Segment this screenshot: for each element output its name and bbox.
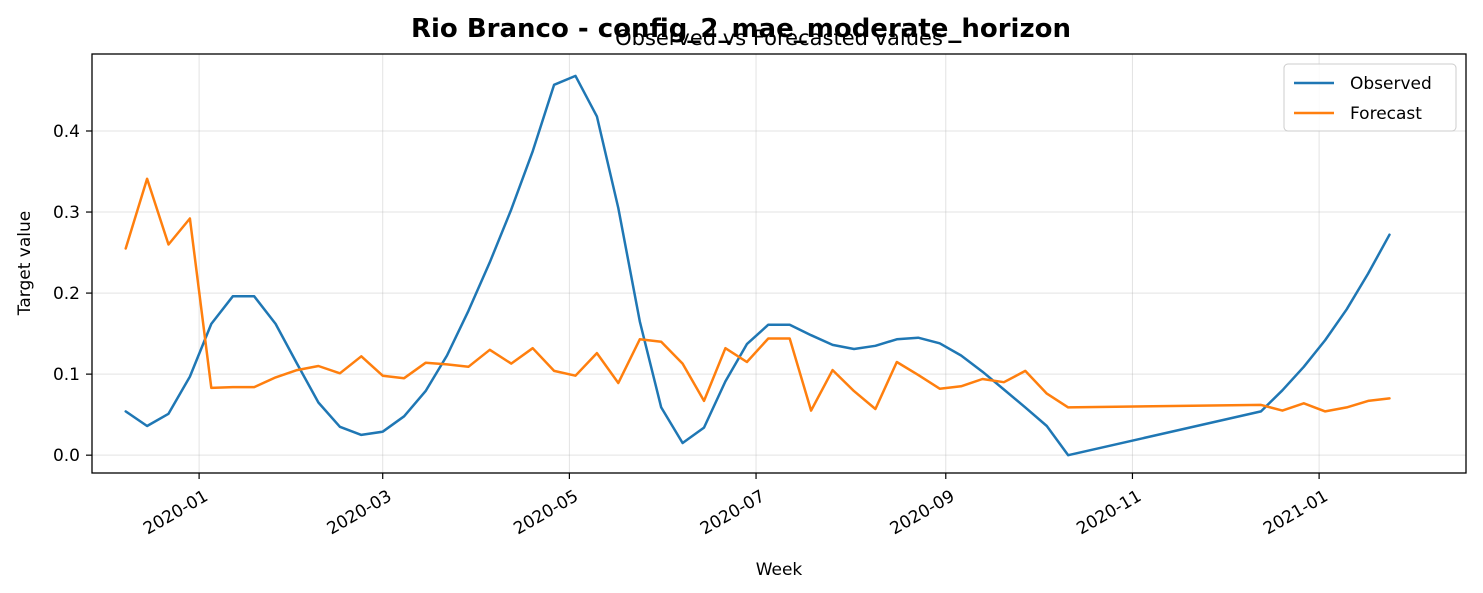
series-line-forecast [124,177,1391,413]
y-tick-label: 0.3 [53,203,80,223]
series-line-observed [124,74,1391,457]
y-tick-label: 0.4 [53,122,80,142]
grid [92,54,1466,473]
y-tick-label: 0.1 [53,365,80,385]
y-tick-label: 0.2 [53,284,80,304]
y-axis-label: Target value [15,211,35,316]
chart-title: Rio Branco - config_2_mae_moderate_horiz… [411,14,1071,44]
plot-frame [91,53,1467,474]
y-tick-label: 0.0 [53,446,80,466]
legend-label-forecast: Forecast [1350,104,1422,124]
legend: Observed Forecast [1283,63,1457,132]
x-axis-label: Week [756,560,803,580]
series-lines [124,74,1391,457]
legend-label-observed: Observed [1350,74,1432,94]
chart-subtitle: Observed vs Forecasted values [615,26,943,50]
